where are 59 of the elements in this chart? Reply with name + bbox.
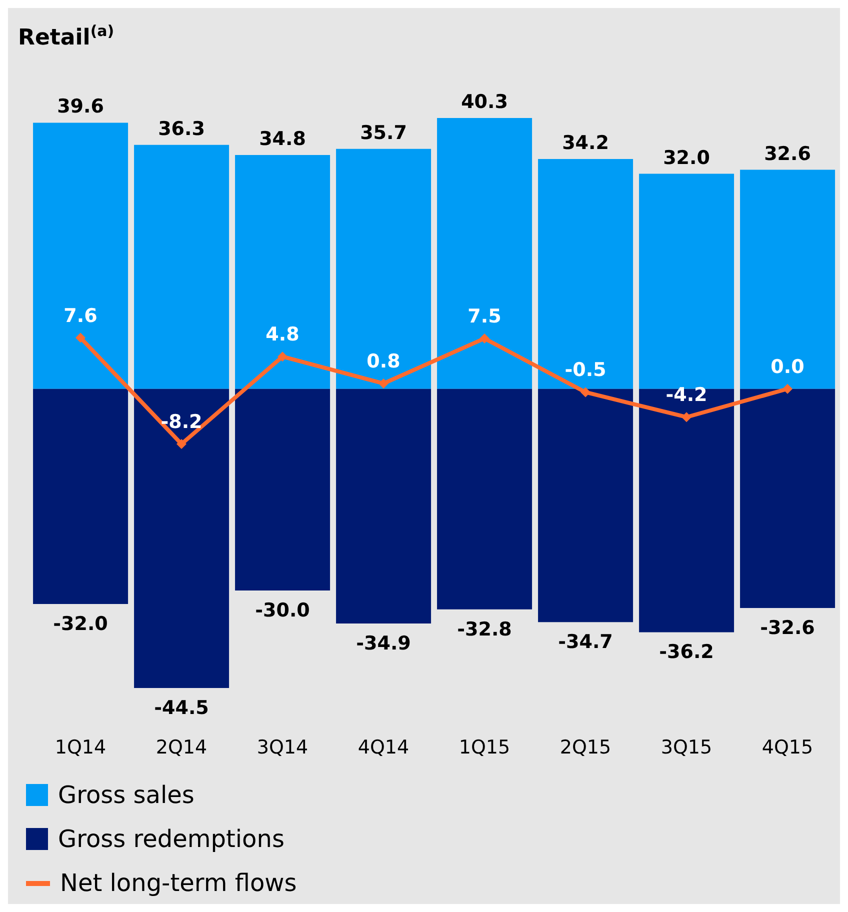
bar	[134, 388, 230, 688]
data-label: -8.2	[160, 411, 202, 433]
data-label: -0.5	[564, 359, 606, 382]
point	[378, 378, 388, 389]
bar	[740, 388, 836, 608]
bar	[538, 159, 634, 389]
bar	[235, 388, 330, 591]
legend-label: Net long-term flows	[60, 869, 297, 897]
point	[76, 332, 86, 343]
x-tick-label: 3Q14	[256, 736, 308, 758]
bar	[33, 122, 128, 389]
data-label: -32.6	[760, 617, 815, 640]
data-label: 34.2	[562, 132, 609, 154]
data-label: -44.5	[154, 697, 209, 719]
point	[176, 439, 186, 449]
chart-title: Retail$^{(a)}$	[18, 22, 114, 50]
bar	[33, 388, 128, 604]
data-label: 35.7	[360, 122, 407, 144]
x-tick-label: 1Q14	[54, 736, 106, 758]
data-label: -4.2	[666, 384, 708, 406]
x-tick-label: 1Q15	[458, 736, 510, 758]
x-tick-label: 2Q14	[156, 736, 208, 758]
x-tick-label: 3Q15	[660, 736, 712, 758]
data-label: 34.8	[259, 128, 306, 150]
bar	[740, 170, 836, 389]
bar	[437, 118, 532, 389]
bar	[336, 388, 432, 624]
data-label: 7.5	[468, 305, 502, 328]
bar	[336, 148, 432, 389]
bar	[538, 388, 634, 622]
bar	[639, 388, 734, 632]
point	[682, 412, 692, 422]
data-label: 0.8	[366, 350, 400, 373]
bar	[235, 154, 330, 389]
x-tick-label: 2Q15	[560, 736, 612, 758]
data-label: -36.2	[659, 641, 714, 664]
bar	[437, 388, 532, 610]
data-label: 4.8	[266, 324, 300, 346]
data-label: 40.3	[461, 91, 508, 113]
x-tick-label: 4Q15	[762, 736, 814, 758]
data-label: -34.9	[356, 632, 411, 654]
bar	[134, 144, 230, 389]
data-label: 32.6	[764, 142, 811, 165]
data-label: 7.6	[64, 304, 98, 327]
data-label: -34.7	[558, 631, 613, 654]
legend-label: Gross redemptions	[58, 825, 284, 853]
data-label: 0.0	[770, 356, 804, 378]
point	[480, 333, 490, 344]
data-label: 36.3	[158, 118, 205, 140]
data-label: -32.8	[457, 618, 512, 640]
legend-label: Gross sales	[58, 781, 194, 809]
data-label: -30.0	[255, 600, 310, 622]
data-label: -32.0	[53, 612, 108, 635]
point	[278, 352, 288, 362]
data-label: 39.6	[57, 96, 104, 118]
point	[580, 387, 590, 398]
point	[782, 384, 792, 394]
data-label: 32.0	[663, 146, 710, 169]
x-tick-label: 4Q14	[358, 736, 410, 758]
